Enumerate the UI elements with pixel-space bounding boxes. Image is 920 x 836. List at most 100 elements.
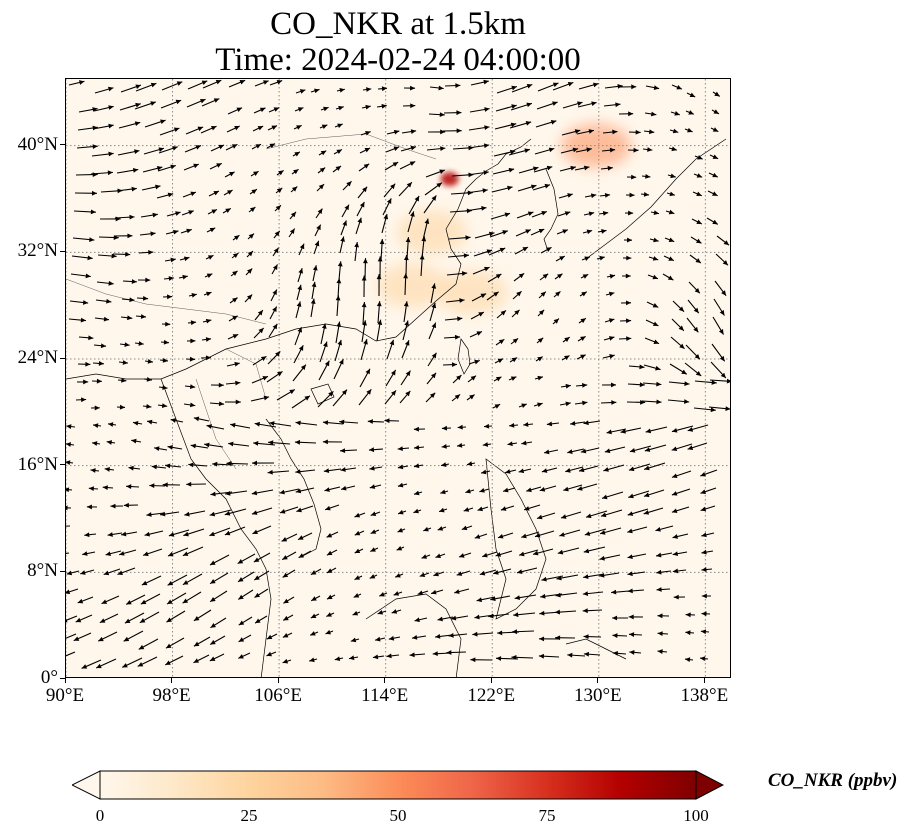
wind-arrow — [477, 506, 489, 512]
wind-arrow — [401, 340, 410, 359]
wind-arrow — [144, 119, 166, 128]
wind-arrow — [508, 148, 530, 156]
wind-arrow — [560, 147, 579, 154]
wind-arrow — [292, 364, 307, 382]
wind-arrow — [244, 294, 253, 303]
wind-arrow — [671, 470, 692, 479]
wind-arrow — [137, 277, 151, 283]
wind-arrow — [316, 183, 325, 192]
wind-arrow — [409, 652, 426, 658]
wind-arrow — [643, 507, 664, 515]
wind-arrow — [294, 326, 303, 346]
wind-arrow — [518, 549, 539, 557]
wind-arrow — [523, 422, 534, 427]
wind-arrow — [131, 438, 142, 444]
wind-arrow — [602, 354, 615, 359]
wind-arrow — [425, 169, 445, 178]
wind-arrow — [149, 483, 166, 489]
wind-arrow — [315, 208, 323, 219]
wind-arrow — [281, 533, 298, 542]
x-tick-mark-5 — [597, 678, 599, 683]
wind-arrow — [413, 463, 424, 469]
wind-arrow — [230, 422, 251, 429]
wind-arrow — [66, 487, 73, 493]
wind-arrow — [512, 290, 522, 300]
wind-arrow — [618, 111, 634, 117]
wind-arrow — [320, 323, 327, 345]
wind-arrow — [276, 389, 296, 401]
wind-arrow — [310, 568, 322, 576]
wind-arrow — [468, 359, 480, 365]
wind-arrow — [604, 446, 626, 454]
wind-arrow — [647, 274, 659, 280]
wind-arrow — [440, 462, 450, 467]
wind-arrow — [112, 251, 131, 257]
wind-arrow — [138, 638, 159, 650]
wind-arrow — [181, 210, 194, 216]
wind-arrow — [583, 420, 601, 426]
wind-arrow — [370, 547, 379, 553]
wind-arrow — [252, 125, 264, 132]
wind-arrow — [122, 279, 137, 284]
wind-arrow — [712, 316, 725, 335]
wind-arrow — [447, 253, 470, 258]
wind-arrow — [269, 306, 278, 320]
wind-arrow — [296, 505, 314, 513]
wind-arrow — [560, 383, 571, 389]
wind-arrow — [71, 255, 93, 261]
wind-arrow — [322, 439, 343, 445]
map-panel[interactable] — [65, 78, 731, 678]
wind-arrow — [298, 550, 312, 559]
wind-arrow — [354, 575, 363, 581]
wind-arrow — [291, 168, 299, 175]
wind-arrow — [251, 143, 262, 150]
wind-arrow — [376, 301, 382, 324]
wind-arrow — [209, 554, 230, 566]
wind-arrow — [340, 467, 357, 472]
wind-arrow — [521, 440, 533, 446]
wind-arrow — [385, 369, 397, 387]
wind-arrow — [437, 526, 447, 531]
wind-arrow — [684, 657, 694, 663]
wind-arrow — [559, 529, 581, 537]
wind-arrow — [116, 404, 126, 410]
wind-arrow — [534, 375, 544, 381]
wind-arrow — [125, 594, 146, 605]
wind-arrow — [70, 273, 91, 279]
wind-arrow — [713, 298, 725, 316]
wind-arrow — [335, 321, 342, 344]
wind-arrow — [66, 505, 72, 511]
wind-arrow — [66, 651, 76, 657]
wind-arrow — [645, 426, 668, 434]
wind-arrow — [618, 336, 632, 342]
wind-arrow — [205, 254, 214, 260]
wind-arrow — [497, 532, 514, 539]
x-tick-label-4: 122°E — [467, 685, 516, 706]
wind-arrow — [160, 99, 182, 109]
wind-arrow — [115, 186, 137, 192]
wind-arrow — [699, 656, 709, 662]
wind-arrow — [489, 230, 508, 238]
wind-arrow — [332, 165, 342, 173]
wind-arrow — [246, 250, 254, 258]
wind-arrow — [200, 355, 211, 361]
wind-arrow — [560, 511, 582, 519]
wind-arrow — [646, 301, 659, 308]
wind-arrow — [168, 529, 190, 537]
wind-arrow — [268, 107, 280, 113]
co-hotspot-4 — [377, 263, 448, 308]
wind-arrow — [379, 239, 385, 261]
wind-arrow — [159, 357, 169, 363]
wind-arrow — [352, 610, 361, 616]
wind-arrow — [603, 464, 625, 472]
wind-arrow — [442, 128, 462, 134]
wind-arrow — [116, 167, 139, 174]
wind-arrow — [248, 206, 256, 213]
wind-arrow — [536, 101, 558, 110]
wind-arrow — [121, 297, 135, 303]
wind-arrow — [142, 404, 152, 409]
colorbar-gradient — [99, 770, 697, 800]
wind-arrow — [193, 636, 211, 647]
wind-arrow — [583, 651, 601, 657]
wind-arrow — [342, 180, 352, 191]
